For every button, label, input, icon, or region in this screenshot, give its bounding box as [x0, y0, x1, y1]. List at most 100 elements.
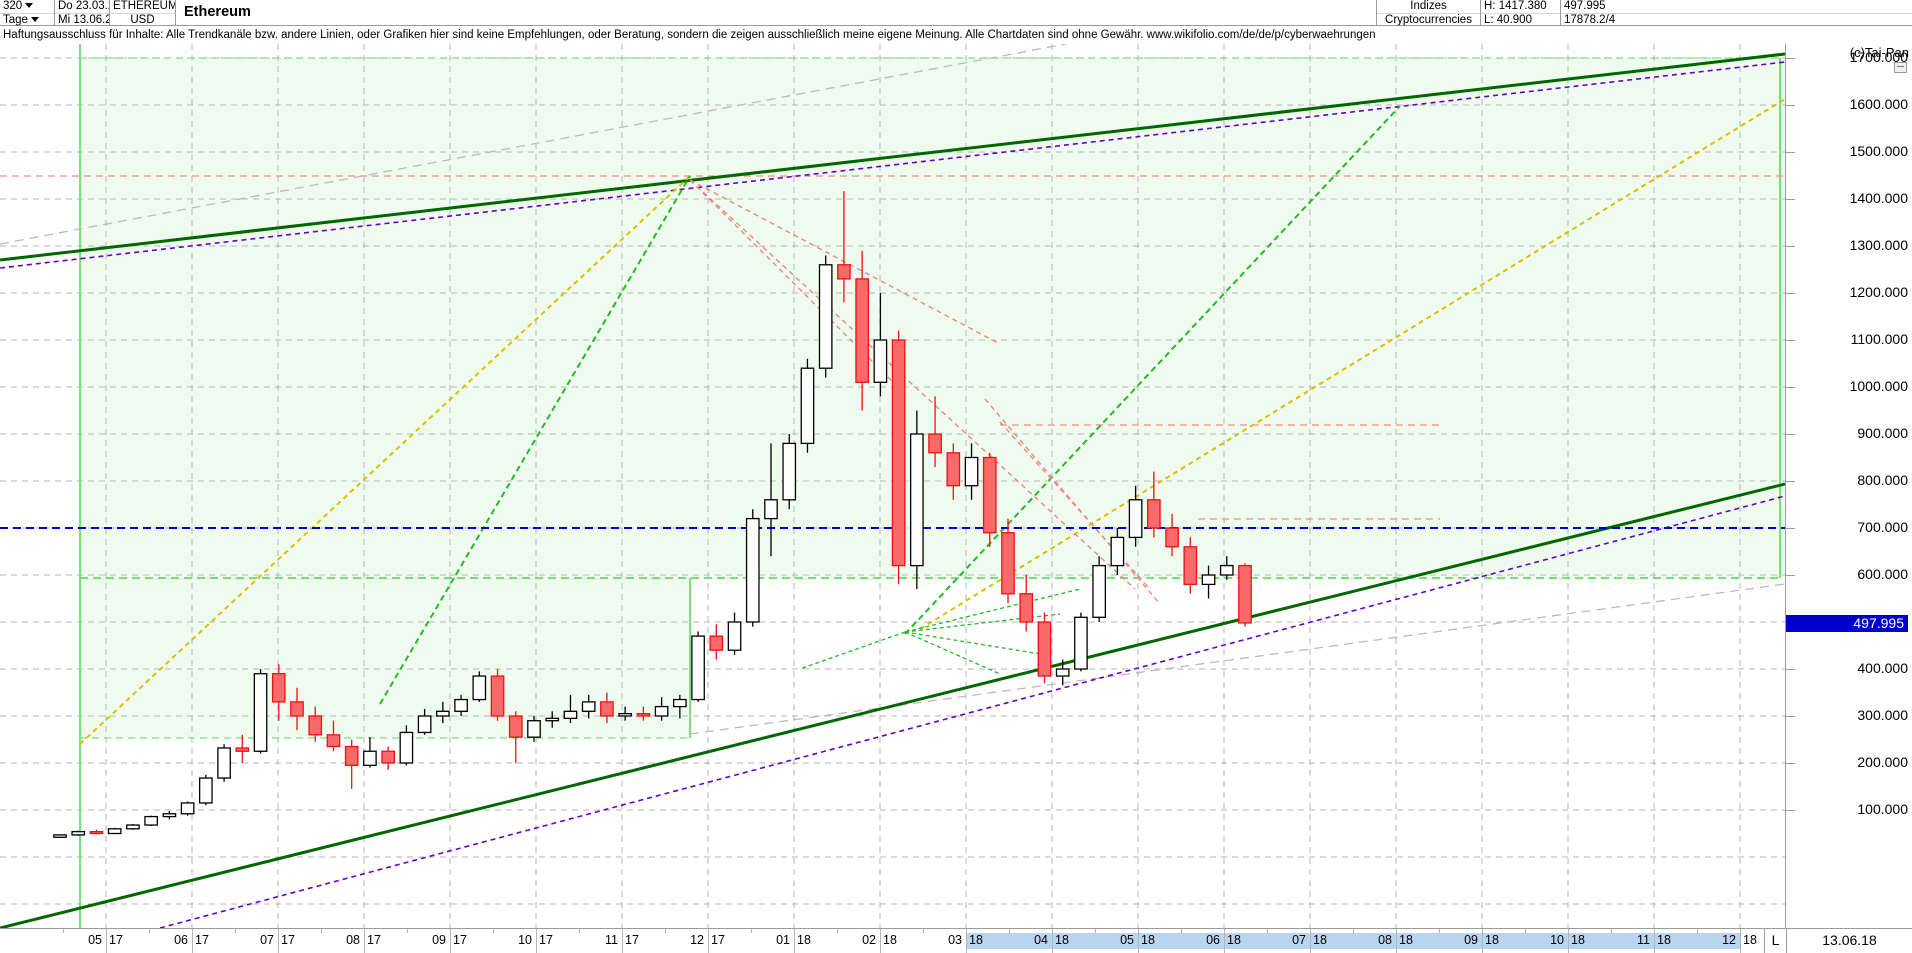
- candle-body[interactable]: [837, 264, 851, 280]
- candle-body[interactable]: [435, 710, 450, 717]
- candle-body[interactable]: [600, 701, 614, 717]
- candle-body[interactable]: [1055, 668, 1070, 677]
- candle-body[interactable]: [253, 673, 268, 752]
- candle-body[interactable]: [1201, 574, 1216, 586]
- chart-canvas[interactable]: [0, 44, 1785, 928]
- candle-body[interactable]: [654, 705, 669, 717]
- candle-body[interactable]: [490, 675, 505, 717]
- price-tick-mark: [1786, 58, 1795, 59]
- candle-body[interactable]: [308, 715, 323, 736]
- candle-body[interactable]: [982, 456, 997, 534]
- date-month-label: 10: [518, 933, 532, 947]
- candle-body[interactable]: [326, 734, 341, 748]
- candle-body[interactable]: [53, 834, 67, 838]
- candle-body[interactable]: [873, 339, 888, 383]
- chart-plot-area[interactable]: [0, 44, 1786, 928]
- highlight-box-edges: [79, 44, 1781, 928]
- candle-body[interactable]: [618, 713, 633, 717]
- candle-body[interactable]: [1128, 499, 1143, 539]
- date-range-selection[interactable]: [966, 933, 1740, 949]
- date-separator: [1482, 929, 1483, 953]
- candle-body[interactable]: [89, 830, 104, 835]
- candle-body[interactable]: [1165, 527, 1179, 548]
- date-separator: [1138, 929, 1139, 953]
- candle-body[interactable]: [1146, 499, 1161, 529]
- candle-body[interactable]: [909, 433, 924, 567]
- candle-body[interactable]: [727, 621, 742, 651]
- candle-body[interactable]: [709, 635, 724, 651]
- date-minor-tick: [1353, 929, 1354, 933]
- instrument-group-cell[interactable]: Indizes Cryptocurrencies: [1376, 0, 1481, 26]
- candle-body[interactable]: [1219, 564, 1234, 576]
- date-minor-tick: [321, 929, 322, 933]
- candle-body[interactable]: [144, 815, 159, 826]
- candle-body[interactable]: [946, 452, 961, 487]
- price-tick-label: 1200.000: [1849, 284, 1908, 300]
- candle-body[interactable]: [964, 456, 979, 487]
- period-unit-row[interactable]: Tage: [0, 14, 54, 27]
- date-separator: [622, 929, 623, 953]
- candle-body[interactable]: [381, 750, 396, 764]
- date-year-label: 17: [625, 933, 639, 947]
- candle-body[interactable]: [636, 713, 651, 717]
- date-axis[interactable]: 05 17 06 17 07 17 08 17 09 17 10 17 11 17 12 17 01 18 02 18…: [0, 928, 1912, 953]
- candle-body[interactable]: [180, 802, 195, 815]
- candle-body[interactable]: [107, 828, 122, 835]
- candle-body[interactable]: [1019, 593, 1034, 623]
- candle-body[interactable]: [508, 715, 523, 738]
- candle-body[interactable]: [217, 747, 231, 779]
- date-year-label: 17: [539, 933, 553, 947]
- minimize-icon[interactable]: [1894, 62, 1907, 73]
- candle-body[interactable]: [71, 830, 86, 836]
- date-month-label: 12: [690, 933, 704, 947]
- date-month-label: 07: [1292, 933, 1306, 947]
- candle-body[interactable]: [745, 517, 760, 623]
- price-tick-label: 1600.000: [1849, 96, 1908, 112]
- candle-body[interactable]: [454, 698, 468, 712]
- price-tick-label: 100.000: [1857, 801, 1908, 817]
- candle-body[interactable]: [855, 278, 870, 383]
- candle-body[interactable]: [818, 264, 833, 369]
- candle-body[interactable]: [198, 777, 213, 804]
- candle-body[interactable]: [344, 745, 359, 766]
- candle-body[interactable]: [1001, 532, 1015, 595]
- candle-body[interactable]: [545, 717, 560, 722]
- date-range-cell[interactable]: Do 23.03.2017 Mi 13.06.2018: [55, 0, 110, 26]
- candle-body[interactable]: [126, 824, 140, 830]
- symbol-cell[interactable]: ETHEREUM USD: [110, 0, 176, 26]
- candle-body[interactable]: [691, 635, 705, 701]
- candle-body[interactable]: [1074, 616, 1088, 670]
- candle-body[interactable]: [162, 813, 177, 818]
- candle-body[interactable]: [1183, 546, 1198, 586]
- candle-body[interactable]: [1238, 564, 1252, 624]
- candle-body[interactable]: [581, 701, 596, 712]
- candle-body[interactable]: [472, 675, 487, 701]
- candle-body[interactable]: [891, 339, 906, 567]
- candle-body[interactable]: [800, 367, 815, 445]
- candle-body[interactable]: [1110, 536, 1125, 567]
- candle-body[interactable]: [363, 750, 377, 767]
- candle-body[interactable]: [672, 698, 687, 708]
- candle-body[interactable]: [563, 710, 578, 719]
- candle-body[interactable]: [235, 747, 250, 752]
- candle-body[interactable]: [417, 715, 432, 734]
- candle-body[interactable]: [1092, 564, 1107, 618]
- candle-body[interactable]: [782, 442, 797, 501]
- candle-body[interactable]: [527, 720, 541, 738]
- date-year-label: 18: [1657, 933, 1671, 947]
- candle-body[interactable]: [290, 701, 304, 717]
- price-axis[interactable]: (c)Tai-Pan 1700.000 1600.000 1500.000 1400.…: [1786, 44, 1912, 928]
- date-separator: [1052, 929, 1053, 953]
- period-selector-cell[interactable]: 320 Tage: [0, 0, 55, 26]
- candle-body[interactable]: [271, 673, 286, 703]
- period-value-row[interactable]: 320: [0, 0, 54, 14]
- price-tick-mark: [1786, 199, 1795, 200]
- candle-body[interactable]: [928, 433, 942, 454]
- candle-body[interactable]: [399, 731, 414, 764]
- candle-body[interactable]: [764, 499, 778, 520]
- chevron-down-icon[interactable]: [30, 16, 39, 22]
- period-value: 320: [3, 0, 23, 12]
- chevron-down-icon[interactable]: [25, 2, 34, 8]
- candlestick-series[interactable]: [53, 191, 1252, 838]
- candle-body[interactable]: [1037, 621, 1052, 677]
